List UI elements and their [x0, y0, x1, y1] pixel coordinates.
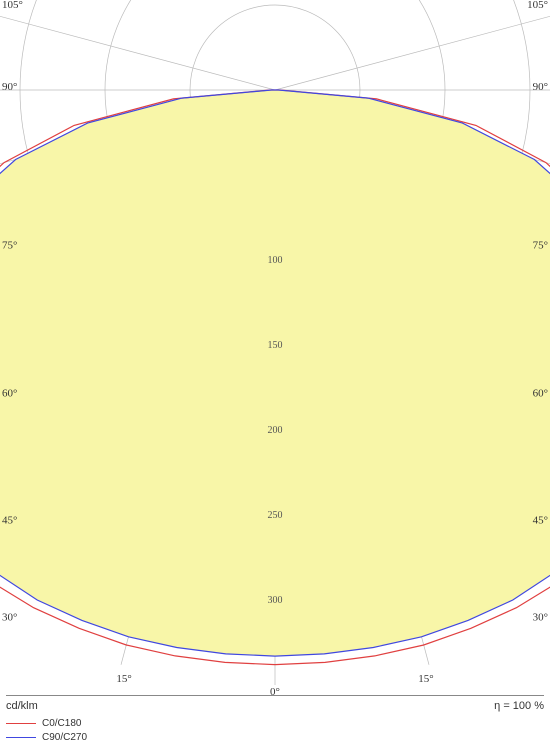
- legend-item: C90/C270: [6, 730, 87, 744]
- svg-text:105°: 105°: [527, 0, 548, 11]
- svg-text:30°: 30°: [2, 612, 17, 624]
- svg-text:15°: 15°: [418, 673, 433, 685]
- svg-text:60°: 60°: [2, 387, 17, 399]
- svg-text:105°: 105°: [2, 0, 23, 11]
- svg-text:15°: 15°: [116, 673, 131, 685]
- legend: C0/C180 C90/C270: [6, 716, 87, 744]
- svg-text:150: 150: [268, 340, 283, 351]
- svg-text:75°: 75°: [533, 240, 548, 252]
- polar-chart-svg: 1001502002503000°15°15°30°30°45°45°60°60…: [0, 0, 550, 700]
- legend-item: C0/C180: [6, 716, 87, 730]
- bottom-bar: cd/klm η = 100 %: [6, 695, 544, 712]
- svg-text:200: 200: [268, 425, 283, 436]
- svg-text:75°: 75°: [2, 240, 17, 252]
- legend-label: C0/C180: [42, 718, 81, 729]
- svg-text:300: 300: [268, 595, 283, 606]
- svg-text:90°: 90°: [533, 81, 548, 93]
- svg-text:100: 100: [268, 255, 283, 266]
- svg-text:250: 250: [268, 510, 283, 521]
- polar-chart-container: 1001502002503000°15°15°30°30°45°45°60°60…: [0, 0, 550, 750]
- svg-text:30°: 30°: [533, 612, 548, 624]
- legend-label: C90/C270: [42, 732, 87, 743]
- legend-swatch: [6, 723, 36, 724]
- unit-label: cd/klm: [6, 700, 38, 712]
- svg-text:90°: 90°: [2, 81, 17, 93]
- svg-text:60°: 60°: [533, 387, 548, 399]
- efficiency-label: η = 100 %: [494, 700, 544, 712]
- svg-text:45°: 45°: [533, 514, 548, 526]
- legend-swatch: [6, 737, 36, 738]
- svg-text:45°: 45°: [2, 514, 17, 526]
